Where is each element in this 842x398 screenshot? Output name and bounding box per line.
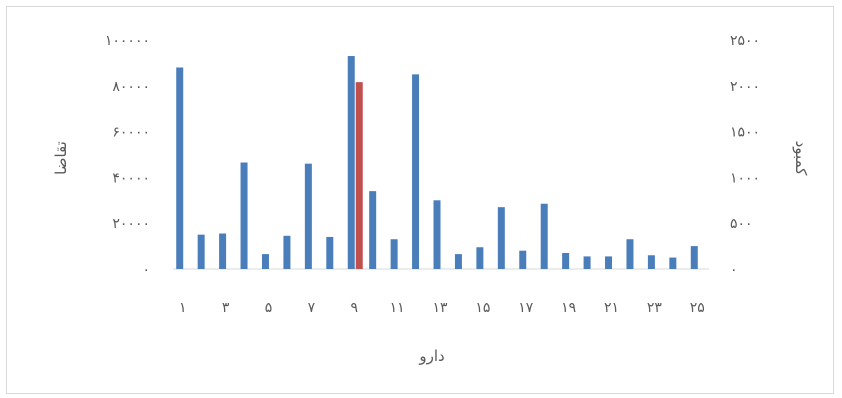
bar-demand — [283, 235, 291, 269]
bar-demand — [261, 254, 269, 269]
bar-demand — [454, 254, 462, 269]
bar-demand — [583, 256, 591, 269]
x-tick-label: ۹ — [350, 300, 358, 316]
left-tick-label: ۲۰۰۰۰ — [112, 216, 150, 232]
bar-demand — [390, 239, 398, 269]
bar-demand — [433, 200, 441, 269]
x-tick-label: ۱ — [179, 300, 187, 316]
right-tick-label: ۱۰۰۰ — [730, 170, 760, 186]
bar-demand — [476, 247, 484, 269]
bar-demand — [605, 256, 613, 269]
left-tick-label: ۰ — [142, 262, 150, 278]
bar-demand — [219, 233, 227, 269]
x-tick-label: ۱۹ — [561, 300, 576, 316]
x-tick-label: ۱۳ — [432, 300, 448, 316]
bar-demand — [176, 67, 184, 269]
right-tick-label: ۲۵۰۰ — [730, 33, 760, 49]
bar-demand — [197, 234, 205, 269]
bar-demand — [690, 246, 698, 269]
bar-shortage — [355, 82, 363, 269]
bar-demand — [669, 257, 677, 269]
x-tick-label: ۲۳ — [647, 300, 663, 316]
bar-demand — [240, 162, 248, 269]
x-tick-label: ۱۵ — [475, 300, 490, 316]
right-tick-label: ۱۵۰۰ — [730, 125, 760, 141]
x-axis-title: دارو — [418, 347, 444, 365]
right-axis-title: کمبود — [792, 141, 810, 177]
x-tick-label: ۱۷ — [518, 300, 534, 316]
bar-demand — [519, 250, 527, 269]
bar-demand — [540, 203, 548, 269]
bar-demand — [562, 252, 570, 269]
bar-demand — [412, 74, 420, 269]
x-tick-label: ۳ — [222, 300, 230, 316]
right-tick-label: ۵۰۰ — [730, 216, 753, 232]
right-tick-label: ۲۰۰۰ — [730, 79, 760, 95]
chart-frame — [6, 6, 834, 394]
x-tick-label: ۲۱ — [604, 300, 619, 316]
x-tick-label: ۲۵ — [690, 300, 705, 316]
bar-demand — [369, 191, 377, 269]
x-tick-label: ۵ — [265, 300, 273, 316]
x-tick-label: ۷ — [308, 300, 316, 316]
right-tick-label: ۰ — [730, 262, 738, 278]
left-tick-label: ۶۰۰۰۰ — [112, 125, 150, 141]
left-axis-title: تقاضا — [52, 141, 70, 175]
x-tick-label: ۱۱ — [390, 300, 405, 316]
bar-demand — [497, 207, 505, 269]
left-tick-label: ۴۰۰۰۰ — [112, 170, 150, 186]
left-tick-label: ۸۰۰۰۰ — [112, 79, 150, 95]
bar-demand — [326, 236, 334, 269]
bar-demand — [626, 239, 634, 269]
bar-demand — [304, 163, 312, 269]
bar-demand — [347, 56, 355, 269]
bar-demand — [647, 255, 655, 269]
left-tick-label: ۱۰۰۰۰۰ — [105, 33, 150, 49]
